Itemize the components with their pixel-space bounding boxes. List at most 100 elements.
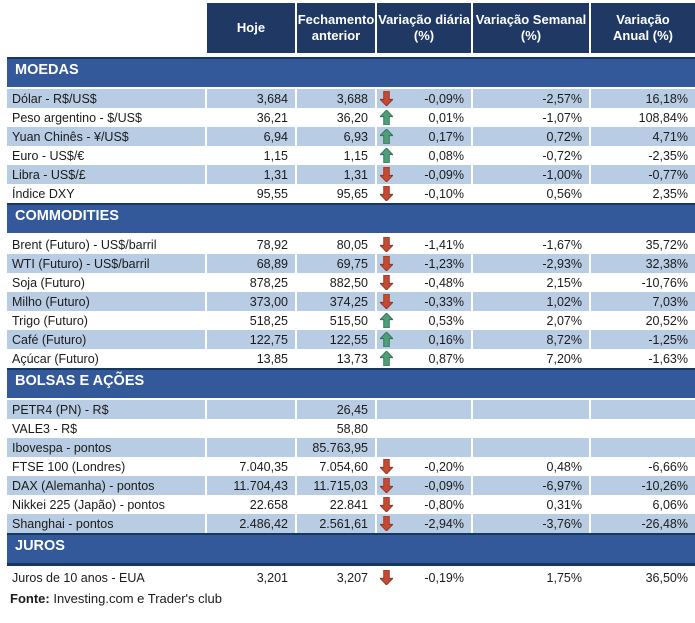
cell-variacao-semanal: 2,07%: [473, 311, 591, 330]
cell-hoje: 122,75: [207, 330, 297, 349]
header-cell-line2: (%): [413, 28, 435, 43]
header-cell-line2: Anual (%): [613, 28, 673, 43]
down-arrow-icon: [380, 516, 393, 531]
table-row: Euro - US$/€ 1,15 1,15 0,08% -0,72% -2,3…: [7, 146, 695, 165]
cell-hoje: 68,89: [207, 254, 297, 273]
table-row: Nikkei 225 (Japão) - pontos 22.658 22.84…: [7, 495, 695, 514]
cell-label: PETR4 (PN) - R$: [7, 400, 207, 419]
table-row: Índice DXY 95,55 95,65 -0,10% 0,56% 2,35…: [7, 184, 695, 203]
financial-summary-table: Hoje Fechamento anterior Variação diária…: [7, 3, 695, 606]
cell-hoje: 13,85: [207, 349, 297, 368]
header-cell: Variação Semanal (%): [473, 3, 591, 53]
table-row: Peso argentino - $/US$ 36,21 36,20 0,01%…: [7, 108, 695, 127]
cell-fechamento-anterior: 515,50: [297, 311, 377, 330]
table-row: Soja (Futuro) 878,25 882,50 -0,48% 2,15%…: [7, 273, 695, 292]
section-title: MOEDAS: [15, 62, 79, 78]
variacao-diaria-value: 0,87%: [428, 351, 464, 366]
cell-variacao-diaria: -0,33%: [377, 292, 473, 311]
cell-variacao-diaria: 0,16%: [377, 330, 473, 349]
cell-hoje: 878,25: [207, 273, 297, 292]
cell-hoje: 3,684: [207, 89, 297, 108]
cell-fechamento-anterior: 80,05: [297, 235, 377, 254]
table-row: PETR4 (PN) - R$ 26,45: [7, 400, 695, 419]
cell-variacao-diaria: 0,08%: [377, 146, 473, 165]
header-cell-line1: Fechamento: [297, 11, 375, 27]
cell-variacao-anual: 35,72%: [645, 237, 688, 252]
down-arrow-icon: [380, 459, 393, 474]
down-arrow-icon: [380, 256, 393, 271]
up-arrow-icon: [380, 313, 393, 328]
cell-variacao-diaria: -1,41%: [377, 235, 473, 254]
cell-label: Soja (Futuro): [7, 273, 207, 292]
cell-variacao-semanal: -2,57%: [473, 89, 591, 108]
cell-variacao-semanal: [473, 400, 591, 419]
cell-label: Yuan Chinês - ¥/US$: [7, 127, 207, 146]
variacao-diaria-value: -0,09%: [424, 167, 464, 182]
cell-variacao-diaria: -0,80%: [377, 495, 473, 514]
cell-variacao-diaria: [377, 419, 473, 438]
cell-variacao-diaria: -0,09%: [377, 476, 473, 495]
cell-hoje: 1,31: [207, 165, 297, 184]
cell-hoje: 2.486,42: [207, 514, 297, 533]
cell-fechamento-anterior: 882,50: [297, 273, 377, 292]
header-cell-line1: Variação: [616, 11, 670, 27]
variacao-diaria-value: -0,80%: [424, 497, 464, 512]
cell-label: Dólar - R$/US$: [7, 89, 207, 108]
down-arrow-icon: [380, 91, 393, 106]
variacao-diaria-value: -0,48%: [424, 275, 464, 290]
cell-hoje: [207, 438, 297, 457]
cell-variacao-anual: -10,26%: [591, 476, 695, 495]
section-title: JUROS: [15, 538, 65, 554]
cell-hoje: 3,201: [207, 568, 297, 587]
section-title: COMMODITIES: [15, 208, 119, 224]
cell-fechamento-anterior: 1,31: [297, 165, 377, 184]
down-arrow-icon: [380, 275, 393, 290]
variacao-diaria-value: -1,41%: [424, 237, 464, 252]
cell-variacao-anual: 2,35%: [652, 186, 688, 201]
cell-fechamento-anterior: 69,75: [297, 254, 377, 273]
cell-hoje: 373,00: [207, 292, 297, 311]
header-cell: Fechamento anterior: [297, 3, 377, 53]
cell-variacao-semanal: 7,20%: [473, 349, 591, 368]
down-arrow-icon: [380, 478, 393, 493]
down-arrow-icon: [380, 570, 393, 585]
header-cell: Variação diária (%): [377, 3, 473, 53]
section-header-commodities: COMMODITIES: [7, 203, 695, 233]
variacao-diaria-value: -0,20%: [424, 459, 464, 474]
table-row: Ibovespa - pontos 85.763,95: [7, 438, 695, 457]
cell-variacao-semanal: 0,48%: [473, 457, 591, 476]
variacao-diaria-value: 0,08%: [428, 148, 464, 163]
variacao-diaria-value: -2,94%: [424, 516, 464, 531]
cell-label: DAX (Alemanha) - pontos: [7, 476, 207, 495]
variacao-diaria-value: 0,01%: [428, 110, 464, 125]
header-spacer: [7, 3, 207, 53]
variacao-diaria-value: -1,23%: [424, 256, 464, 271]
cell-variacao-anual: 108,84%: [638, 110, 688, 125]
variacao-diaria-value: -0,09%: [424, 91, 464, 106]
cell-label: Açúcar (Futuro): [7, 349, 207, 368]
source-label: Fonte:: [10, 591, 50, 606]
cell-hoje: 11.704,43: [207, 476, 297, 495]
cell-fechamento-anterior: 6,93: [297, 127, 377, 146]
cell-hoje: 78,92: [207, 235, 297, 254]
table-row: Café (Futuro) 122,75 122,55 0,16% 8,72% …: [7, 330, 695, 349]
section-header-moedas: MOEDAS: [7, 57, 695, 87]
cell-hoje: 7.040,35: [207, 457, 297, 476]
cell-variacao-diaria: -0,10%: [377, 184, 473, 203]
cell-hoje: 36,21: [207, 108, 297, 127]
cell-variacao-anual: -26,48%: [591, 514, 695, 533]
cell-label: Shanghai - pontos: [7, 514, 207, 533]
cell-fechamento-anterior: 26,45: [297, 400, 377, 419]
table-row: FTSE 100 (Londres) 7.040,35 7.054,60 -0,…: [7, 457, 695, 476]
header-cell: Variação Anual (%): [591, 3, 695, 53]
down-arrow-icon: [380, 237, 393, 252]
cell-variacao-diaria: 0,87%: [377, 349, 473, 368]
cell-variacao-diaria: -0,09%: [377, 89, 473, 108]
table-row: Milho (Futuro) 373,00 374,25 -0,33% 1,02…: [7, 292, 695, 311]
up-arrow-icon: [380, 110, 393, 125]
cell-variacao-anual: -1,25%: [591, 330, 695, 349]
cell-variacao-semanal: -1,00%: [473, 165, 591, 184]
cell-variacao-semanal: 0,72%: [473, 127, 591, 146]
cell-label: Milho (Futuro): [7, 292, 207, 311]
cell-variacao-anual: -6,66%: [648, 459, 688, 474]
